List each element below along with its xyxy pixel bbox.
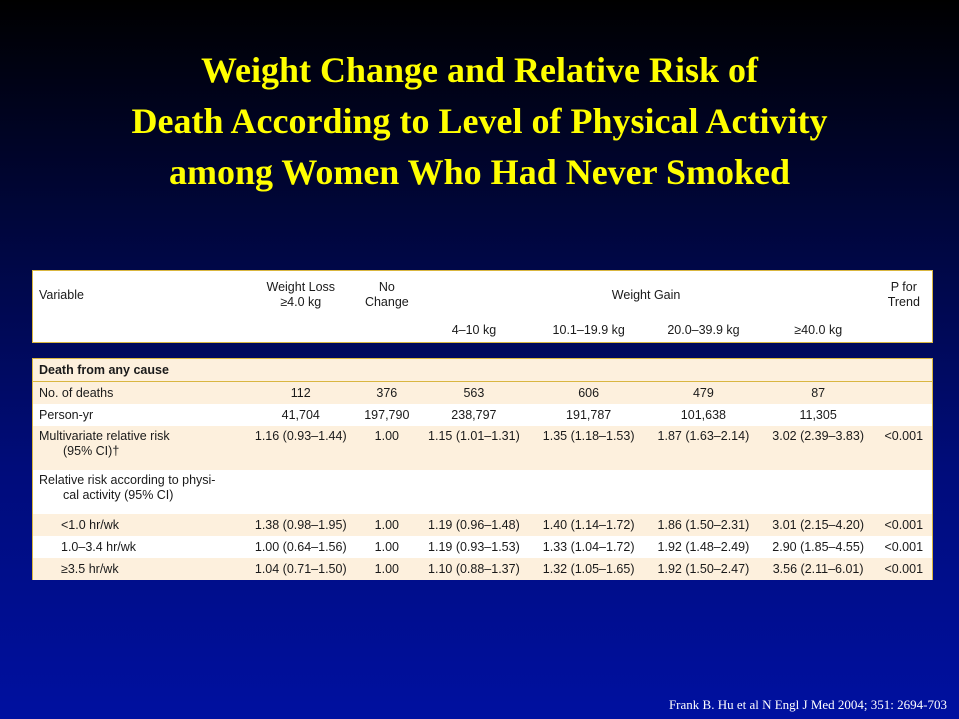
table-cell: 1.00: [374, 429, 399, 443]
table-cell: 1.04 (0.71–1.50): [254, 561, 347, 576]
citation: Frank B. Hu et al N Engl J Med 2004; 351…: [668, 697, 947, 712]
section-label: Death from any cause: [33, 359, 932, 382]
table-cell: <0.001: [884, 561, 924, 576]
table-cell: 101,638: [680, 407, 726, 422]
table-cell: 11,305: [799, 407, 837, 422]
header-variable: Variable: [39, 287, 84, 302]
table-cell: 1.32 (1.05–1.65): [542, 561, 635, 576]
table-cell: 3.56 (2.11–6.01): [772, 561, 864, 576]
header-p-trend: P for Trend: [887, 280, 920, 309]
table-cell: 87: [811, 385, 826, 400]
table-cell: <0.001: [884, 429, 924, 443]
table-cell: [876, 404, 932, 426]
section-row: Death from any cause: [33, 359, 932, 382]
table-cell: 1.19 (0.93–1.53): [428, 539, 520, 554]
table-cell: <0.001: [884, 539, 924, 554]
table-cell: 1.92 (1.48–2.49): [657, 539, 750, 554]
row-label: ≥3.5 hr/wk: [61, 561, 119, 576]
table-cell: 1.15 (1.01–1.31): [428, 429, 520, 443]
slide-title: Weight Change and Relative Risk of Death…: [0, 45, 959, 198]
table-cell: 1.00: [374, 517, 399, 532]
row-label: 1.0–3.4 hr/wk: [61, 539, 137, 554]
header-weight-loss: Weight Loss ≥4.0 kg: [266, 280, 336, 309]
header-gain-col: 20.0–39.9 kg: [667, 322, 740, 337]
row-label: <1.0 hr/wk: [61, 517, 120, 532]
table-row: Person-yr 41,704 197,790 238,797 191,787…: [33, 404, 932, 426]
table-cell: 1.10 (0.88–1.37): [428, 561, 520, 576]
table-cell: 2.90 (1.85–4.55): [772, 539, 865, 554]
table-row: 1.0–3.4 hr/wk 1.00 (0.64–1.56) 1.00 1.19…: [33, 536, 932, 558]
header-no-change: No Change: [364, 280, 409, 309]
table-cell: 1.38 (0.98–1.95): [254, 517, 347, 532]
table-header: Variable Weight Loss ≥4.0 kg No Change Wei…: [32, 270, 933, 343]
table-cell: 479: [692, 385, 714, 400]
title-line: Weight Change and Relative Risk of: [200, 50, 759, 90]
table-cell: 191,787: [566, 407, 612, 422]
row-label: Multivariate relative risk (95% CI)†: [39, 429, 170, 458]
table-cell: 1.87 (1.63–2.14): [657, 429, 750, 443]
table-cell: 41,704: [281, 407, 320, 422]
table-row: Multivariate relative risk (95% CI)† 1.16…: [33, 426, 932, 470]
header-gain-col: 10.1–19.9 kg: [552, 322, 625, 337]
row-label: Person-yr: [39, 407, 94, 422]
table-cell: 1.40 (1.14–1.72): [542, 517, 635, 532]
table-cell: 1.00: [374, 561, 399, 576]
table-cell: 197,790: [364, 407, 410, 422]
table-cell: 1.86 (1.50–2.31): [657, 517, 750, 532]
table-body: Death from any cause No. of deaths 112 3…: [32, 358, 933, 580]
table-cell: 1.16 (0.93–1.44): [254, 429, 347, 443]
row-label: Relative risk according to physi-cal act…: [39, 473, 216, 502]
table-cell: 238,797: [451, 407, 497, 422]
title-line: among Women Who Had Never Smoked: [168, 152, 791, 192]
row-label: No. of deaths: [39, 385, 114, 400]
table-row: <1.0 hr/wk 1.38 (0.98–1.95) 1.00 1.19 (0…: [33, 514, 932, 536]
table-cell: 3.02 (2.39–3.83): [772, 429, 865, 443]
title-line: Death According to Level of Physical Act…: [131, 101, 828, 141]
table-cell: 3.01 (2.15–4.20): [772, 517, 865, 532]
table-cell: 1.00: [374, 539, 399, 554]
table-cell: [876, 382, 932, 405]
table-cell: 1.33 (1.04–1.72): [542, 539, 635, 554]
table-cell: 1.00 (0.64–1.56): [254, 539, 347, 554]
table-cell: <0.001: [884, 517, 924, 532]
table-row: No. of deaths 112 376 563 606 479 87: [33, 381, 932, 405]
table-cell: 606: [578, 385, 600, 400]
table-cell: 112: [290, 385, 311, 400]
table-row: Relative risk according to physi-cal act…: [33, 470, 932, 514]
header-gain-col: ≥40.0 kg: [794, 322, 843, 337]
table-cell: 1.92 (1.50–2.47): [657, 561, 750, 576]
table-cell: 376: [376, 385, 398, 400]
table-row: ≥3.5 hr/wk 1.04 (0.71–1.50) 1.00 1.10 (0…: [33, 558, 932, 580]
table-cell: 563: [463, 385, 485, 400]
header-gain-col: 4–10 kg: [451, 322, 497, 337]
table-cell: 1.35 (1.18–1.53): [542, 429, 635, 443]
header-weight-gain: Weight Gain: [611, 287, 681, 302]
table-cell: 1.19 (0.96–1.48): [428, 517, 520, 532]
